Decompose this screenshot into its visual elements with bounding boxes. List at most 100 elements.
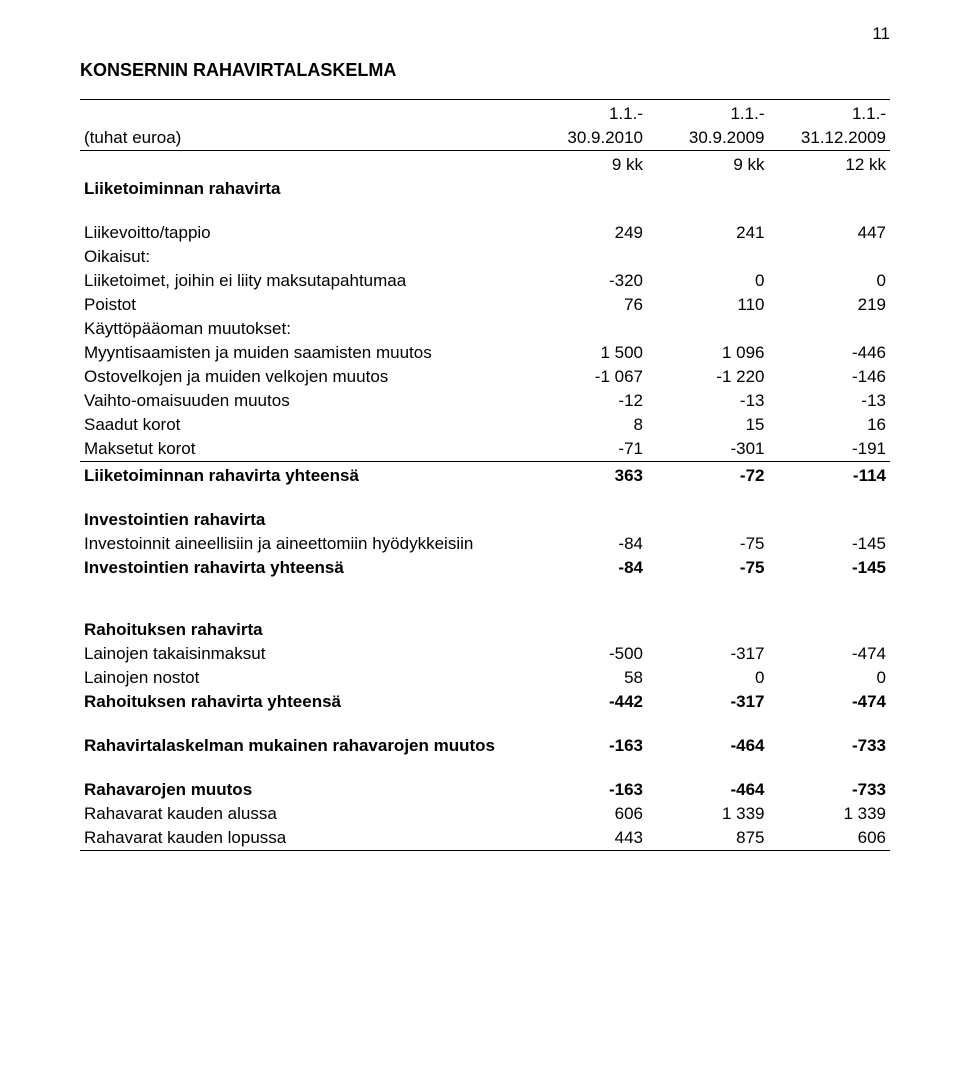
row-label: Lainojen nostot xyxy=(80,666,526,690)
section-heading: Investointien rahavirta xyxy=(80,508,890,532)
cell-value: -163 xyxy=(526,778,648,802)
row-label: Rahavarat kauden alussa xyxy=(80,802,526,826)
table-row: Käyttöpääoman muutokset: xyxy=(80,317,890,341)
table-row: Maksetut korot-71-301-191 xyxy=(80,437,890,462)
cell-value: 0 xyxy=(769,269,891,293)
row-label: Investointien rahavirta xyxy=(80,508,526,532)
cell-value: -71 xyxy=(526,437,648,462)
row-label: Maksetut korot xyxy=(80,437,526,462)
row-label: Investoinnit aineellisiin ja aineettomii… xyxy=(80,532,526,556)
header-row: 1.1.-1.1.-1.1.- xyxy=(80,102,890,126)
cell-value: 447 xyxy=(769,221,891,245)
cell-value xyxy=(647,177,769,201)
spacer xyxy=(80,580,890,618)
cell-value: -13 xyxy=(769,389,891,413)
table-row: Saadut korot81516 xyxy=(80,413,890,437)
section-heading: Rahoituksen rahavirta xyxy=(80,618,890,642)
table-row: Poistot76110219 xyxy=(80,293,890,317)
cell-value: -145 xyxy=(769,556,891,580)
cell-value: 76 xyxy=(526,293,648,317)
document-title: KONSERNIN RAHAVIRTALASKELMA xyxy=(80,60,890,81)
cell-value: 16 xyxy=(769,413,891,437)
row-label: Liiketoiminnan rahavirta yhteensä xyxy=(80,464,526,488)
cell-value: 1.1.- xyxy=(769,102,891,126)
cell-value: 363 xyxy=(526,464,648,488)
cell-value xyxy=(647,317,769,341)
table-row: Vaihto-omaisuuden muutos-12-13-13 xyxy=(80,389,890,413)
cell-value: -146 xyxy=(769,365,891,389)
cell-value: -317 xyxy=(647,690,769,714)
row-label: Myyntisaamisten ja muiden saamisten muut… xyxy=(80,341,526,365)
cell-value: 30.9.2010 xyxy=(526,126,648,151)
cell-value: 9 kk xyxy=(526,153,648,177)
cell-value xyxy=(769,245,891,269)
cell-value: 30.9.2009 xyxy=(647,126,769,151)
cell-value: 1 096 xyxy=(647,341,769,365)
cell-value xyxy=(526,618,648,642)
page-number: 11 xyxy=(872,24,890,44)
table-row: Myyntisaamisten ja muiden saamisten muut… xyxy=(80,341,890,365)
table-row: Investoinnit aineellisiin ja aineettomii… xyxy=(80,532,890,556)
cell-value xyxy=(526,245,648,269)
cell-value: -733 xyxy=(769,734,891,758)
cell-value: -84 xyxy=(526,556,648,580)
table-row: Lainojen takaisinmaksut-500-317-474 xyxy=(80,642,890,666)
cell-value xyxy=(769,177,891,201)
cell-value: -75 xyxy=(647,532,769,556)
cell-value: -317 xyxy=(647,642,769,666)
cell-value: -474 xyxy=(769,690,891,714)
cell-value: -72 xyxy=(647,464,769,488)
cell-value: 15 xyxy=(647,413,769,437)
row-label: Käyttöpääoman muutokset: xyxy=(80,317,526,341)
row-label: Poistot xyxy=(80,293,526,317)
cashflow-table: 1.1.-1.1.-1.1.-(tuhat euroa)30.9.201030.… xyxy=(80,99,890,853)
total-row: Liiketoiminnan rahavirta yhteensä363-72-… xyxy=(80,464,890,488)
row-label: Liiketoimet, joihin ei liity maksutapaht… xyxy=(80,269,526,293)
section-heading: Liiketoiminnan rahavirta xyxy=(80,177,890,201)
row-label xyxy=(80,102,526,126)
row-label: Vaihto-omaisuuden muutos xyxy=(80,389,526,413)
cell-value: -464 xyxy=(647,734,769,758)
row-label: Rahavarojen muutos xyxy=(80,778,526,802)
row-label: Rahavirtalaskelman mukainen rahavarojen … xyxy=(80,734,526,758)
cell-value: 606 xyxy=(769,826,891,851)
spacer xyxy=(80,201,890,221)
cell-value: 12 kk xyxy=(769,153,891,177)
row-label: Liiketoiminnan rahavirta xyxy=(80,177,526,201)
cell-value: 219 xyxy=(769,293,891,317)
cell-value: -464 xyxy=(647,778,769,802)
row-label: Rahoituksen rahavirta yhteensä xyxy=(80,690,526,714)
cell-value: 443 xyxy=(526,826,648,851)
cell-value: 249 xyxy=(526,221,648,245)
cell-value: -301 xyxy=(647,437,769,462)
cell-value: 1 500 xyxy=(526,341,648,365)
table-row: Rahavarojen muutos-163-464-733 xyxy=(80,778,890,802)
cell-value: 31.12.2009 xyxy=(769,126,891,151)
cell-value: -191 xyxy=(769,437,891,462)
cell-value: 875 xyxy=(647,826,769,851)
cell-value xyxy=(526,177,648,201)
cell-value: 110 xyxy=(647,293,769,317)
page: 11 KONSERNIN RAHAVIRTALASKELMA 1.1.-1.1.… xyxy=(0,0,960,1069)
table-row: Liiketoimet, joihin ei liity maksutapaht… xyxy=(80,269,890,293)
cell-value: -500 xyxy=(526,642,648,666)
cell-value: 241 xyxy=(647,221,769,245)
cell-value xyxy=(769,317,891,341)
header-row: 9 kk9 kk12 kk xyxy=(80,153,890,177)
cell-value xyxy=(647,245,769,269)
cell-value: -145 xyxy=(769,532,891,556)
cell-value: 0 xyxy=(647,666,769,690)
cell-value: -474 xyxy=(769,642,891,666)
total-row: Investointien rahavirta yhteensä-84-75-1… xyxy=(80,556,890,580)
row-label: Oikaisut: xyxy=(80,245,526,269)
row-label: Lainojen takaisinmaksut xyxy=(80,642,526,666)
cell-value xyxy=(769,618,891,642)
total-row: Rahoituksen rahavirta yhteensä-442-317-4… xyxy=(80,690,890,714)
cell-value xyxy=(647,508,769,532)
row-label: Ostovelkojen ja muiden velkojen muutos xyxy=(80,365,526,389)
netchange-row: Rahavirtalaskelman mukainen rahavarojen … xyxy=(80,734,890,758)
cell-value: -13 xyxy=(647,389,769,413)
cell-value: -75 xyxy=(647,556,769,580)
cell-value: -163 xyxy=(526,734,648,758)
cell-value: 58 xyxy=(526,666,648,690)
